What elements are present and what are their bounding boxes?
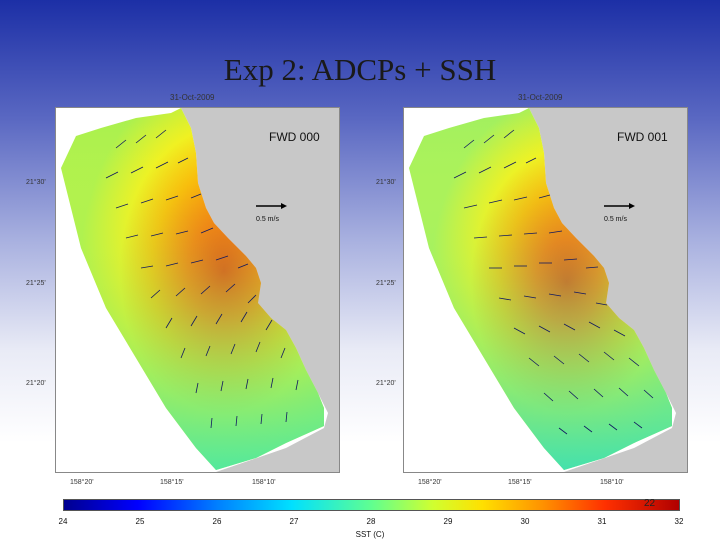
lon-tick: 158°20' <box>70 479 94 486</box>
scale-label: 0.5 m/s <box>256 216 279 223</box>
colorbar-tick: 24 <box>53 517 73 526</box>
page-number: 22 <box>644 498 655 509</box>
sst-map-panel: FWD 000 0.5 m/s <box>55 107 340 473</box>
colorbar-tick: 29 <box>438 517 458 526</box>
colorbar-tick: 30 <box>515 517 535 526</box>
scale-label: 0.5 m/s <box>604 216 627 223</box>
lon-tick: 158°10' <box>252 479 276 486</box>
panel-date: 31-Oct-2009 <box>518 93 562 102</box>
panel-date: 31-Oct-2009 <box>170 93 214 102</box>
lat-tick: 21°25' <box>26 280 46 287</box>
lon-tick: 158°10' <box>600 479 624 486</box>
slide-title: Exp 2: ADCPs + SSH <box>0 52 720 88</box>
sst-colorbar <box>63 499 680 511</box>
forecast-label: FWD 001 <box>617 130 668 144</box>
lon-tick: 158°20' <box>418 479 442 486</box>
colorbar-tick: 27 <box>284 517 304 526</box>
lat-tick: 21°25' <box>376 280 396 287</box>
lat-tick: 21°20' <box>376 380 396 387</box>
colorbar-tick: 26 <box>207 517 227 526</box>
lat-tick: 21°30' <box>376 179 396 186</box>
lat-tick: 21°30' <box>26 179 46 186</box>
lon-tick: 158°15' <box>160 479 184 486</box>
colorbar-tick: 28 <box>361 517 381 526</box>
colorbar-tick: 32 <box>669 517 689 526</box>
lat-tick: 21°20' <box>26 380 46 387</box>
colorbar-tick: 31 <box>592 517 612 526</box>
sst-map <box>56 108 339 472</box>
sst-map-panel: FWD 001 0.5 m/s <box>403 107 688 473</box>
sst-map <box>404 108 687 472</box>
colorbar-tick: 25 <box>130 517 150 526</box>
colorbar-label: SST (C) <box>340 530 400 539</box>
lon-tick: 158°15' <box>508 479 532 486</box>
forecast-label: FWD 000 <box>269 130 320 144</box>
